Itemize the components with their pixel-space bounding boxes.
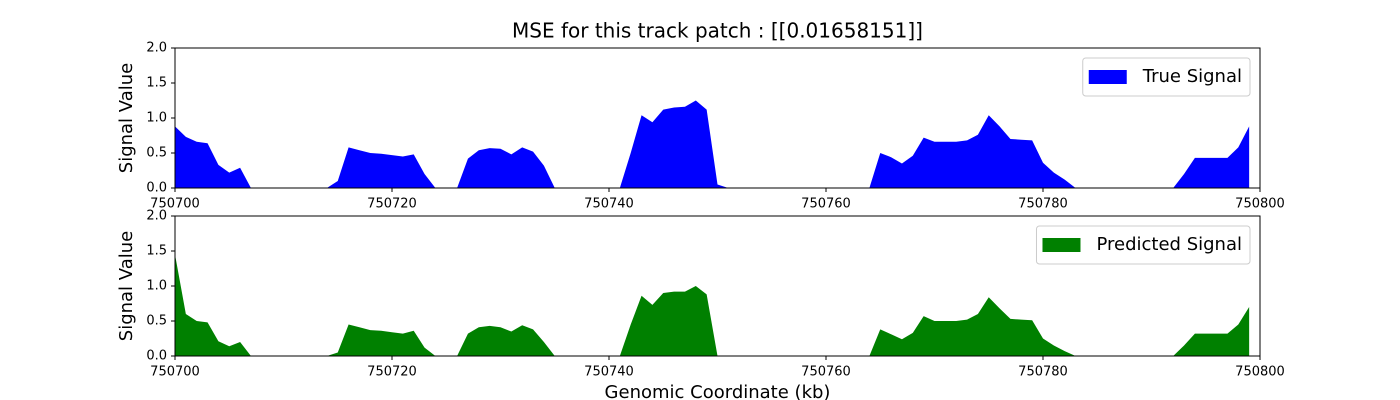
legend: True Signal bbox=[1082, 57, 1251, 97]
y-tick-label: 0.5 bbox=[146, 314, 167, 329]
area bbox=[175, 254, 1250, 356]
legend-swatch bbox=[1042, 238, 1081, 252]
x-tick-label: 750700 bbox=[150, 365, 200, 380]
x-tick-label: 750800 bbox=[1235, 365, 1285, 380]
legend-label: Predicted Signal bbox=[1096, 234, 1242, 255]
y-tick-label: 1.5 bbox=[146, 244, 167, 259]
y-tick-label: 2.0 bbox=[146, 209, 167, 224]
x-tick-label: 750780 bbox=[1018, 365, 1068, 380]
legend-frame bbox=[1035, 225, 1251, 265]
x-tick-label: 750740 bbox=[584, 365, 634, 380]
y-tick-label: 0.5 bbox=[146, 146, 167, 161]
x-tick-label: 750720 bbox=[367, 365, 417, 380]
x-tick-label: 750720 bbox=[367, 197, 417, 212]
legend-frame bbox=[1082, 57, 1251, 97]
x-tick-label: 750780 bbox=[1018, 197, 1068, 212]
legend-label: True Signal bbox=[1142, 66, 1242, 87]
y-tick-label: 0.0 bbox=[146, 349, 167, 364]
legend: Predicted Signal bbox=[1035, 225, 1251, 265]
x-axis-label: Genomic Coordinate (kb) bbox=[605, 382, 831, 400]
x-tick-label: 750760 bbox=[801, 365, 851, 380]
y-axis-label: Signal Value bbox=[116, 231, 137, 341]
y-tick-label: 1.0 bbox=[146, 111, 167, 126]
y-axis-label: Signal Value bbox=[116, 63, 137, 173]
x-tick-label: 750700 bbox=[150, 197, 200, 212]
legend-swatch bbox=[1088, 70, 1127, 84]
chart-title: MSE for this track patch : [[0.01658151]… bbox=[512, 19, 923, 43]
area bbox=[175, 100, 1250, 188]
y-tick-label: 1.5 bbox=[146, 76, 167, 91]
y-tick-label: 0.0 bbox=[146, 181, 167, 196]
y-tick-label: 1.0 bbox=[146, 279, 167, 294]
x-tick-label: 750760 bbox=[801, 197, 851, 212]
y-tick-label: 2.0 bbox=[146, 41, 167, 56]
x-tick-label: 750740 bbox=[584, 197, 634, 212]
x-tick-label: 750800 bbox=[1235, 197, 1285, 212]
